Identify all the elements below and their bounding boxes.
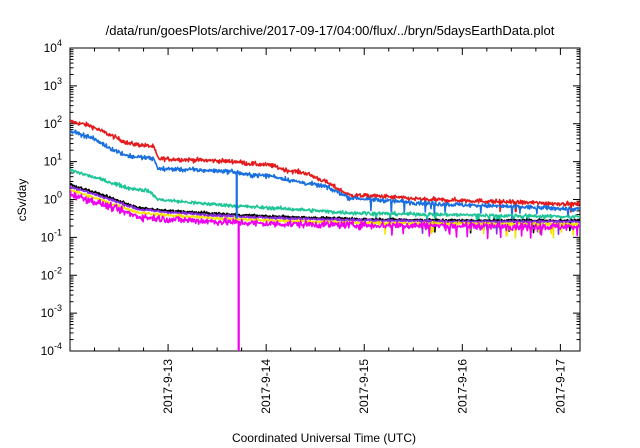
series-line-0 [70,119,580,213]
chart-title: /data/run/goesPlots/archive/2017-09-17/0… [106,23,555,38]
series-layer [70,119,580,351]
x-tick-label: 2017-9-14 [259,359,273,414]
y-tick-label: 100 [44,190,62,207]
y-axis-label: cSv/day [15,179,29,222]
y-tick-label: 102 [44,114,62,131]
y-tick-label: 10-1 [41,227,62,244]
y-tick-label: 10-4 [41,341,62,358]
series-line-6 [70,190,580,240]
y-axis: 10-4 10-3 10-2 10-1 100 101 102 103 104 [41,38,580,358]
y-tick-label: 10-3 [41,303,62,320]
y-tick-label: 10-2 [41,265,62,282]
x-tick-label: 2017-9-16 [455,359,469,414]
series-line-1 [70,129,580,221]
y-tick-label: 101 [44,152,62,169]
x-axis-label: Coordinated Universal Time (UTC) [232,431,416,445]
x-tick-label: 2017-9-15 [357,359,371,414]
series-line-5 [70,189,580,239]
series-line-2 [70,168,580,230]
y-tick-label: 104 [44,38,62,55]
y-tick-label: 103 [44,76,62,93]
x-axis: 2017-9-13 2017-9-14 2017-9-15 2017-9-16 2017… [94,48,567,414]
x-tick-label: 2017-9-13 [161,359,175,414]
x-tick-label: 2017-9-17 [553,359,567,414]
